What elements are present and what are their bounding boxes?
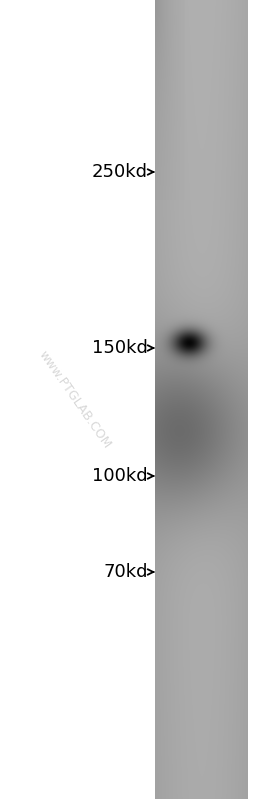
Text: www.PTGLAB.COM: www.PTGLAB.COM xyxy=(36,348,114,451)
Text: 70kd: 70kd xyxy=(104,563,148,581)
Text: 100kd: 100kd xyxy=(92,467,148,485)
Text: 250kd: 250kd xyxy=(92,163,148,181)
Text: 150kd: 150kd xyxy=(92,339,148,357)
